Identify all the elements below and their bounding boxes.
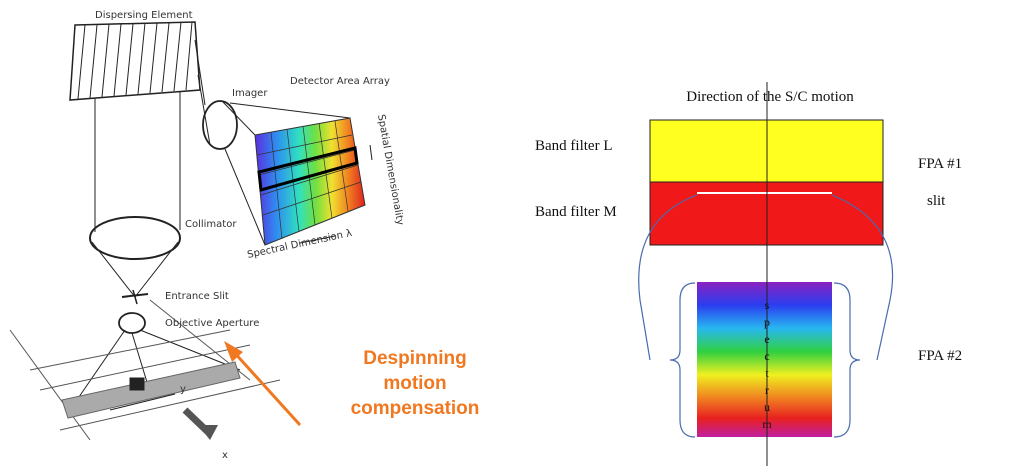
connectors [638, 194, 894, 438]
slit-row [257, 146, 359, 192]
cone [91, 241, 136, 298]
label: FPA #2 [918, 348, 962, 364]
arrow [299, 235, 336, 244]
label: Band filter M [535, 204, 617, 220]
y-arrow [109, 393, 176, 411]
ground-strip [61, 361, 241, 419]
label: Spatial Dimensionality [375, 114, 405, 227]
annotation: Despinning [363, 348, 466, 369]
beam [229, 102, 351, 119]
label: x [222, 450, 228, 461]
label: Dispersing Element [95, 10, 193, 21]
pixel [129, 377, 145, 391]
left-diagram [9, 21, 373, 441]
label: Detector Area Array [290, 76, 390, 87]
x-arrow [182, 407, 211, 435]
label: Collimator [185, 219, 237, 230]
entrance-slit [132, 289, 138, 305]
brace [669, 282, 696, 438]
orange-arrowhead [224, 341, 243, 362]
label: Objective Aperture [165, 318, 259, 329]
dispersing-element [69, 21, 201, 101]
ground-plane [9, 299, 281, 441]
beam [224, 148, 266, 246]
label: Spectral Dimension λ [246, 228, 353, 261]
connector [831, 194, 894, 361]
spectrum-label: spectrum [760, 298, 774, 434]
collimator-lens [89, 216, 181, 260]
cone [134, 241, 179, 298]
label: FPA #1 [918, 156, 962, 172]
orange-arrow [230, 348, 302, 427]
brace [833, 282, 861, 438]
imager-lens [202, 100, 238, 150]
connector [638, 194, 698, 361]
arrow [369, 144, 373, 161]
annotation: motion [383, 373, 446, 394]
label: Imager [232, 88, 268, 99]
beam [197, 74, 211, 146]
beam [221, 100, 256, 136]
spectrum-rect [697, 282, 832, 437]
label: y [180, 384, 186, 395]
label: slit [927, 193, 946, 209]
label: Band filter L [535, 138, 612, 154]
beam [194, 39, 206, 106]
hatching [77, 21, 193, 100]
label: Entrance Slit [165, 291, 229, 302]
cone [139, 329, 241, 371]
annotation: compensation [351, 398, 480, 419]
title: Direction of the S/C motion [686, 89, 854, 105]
